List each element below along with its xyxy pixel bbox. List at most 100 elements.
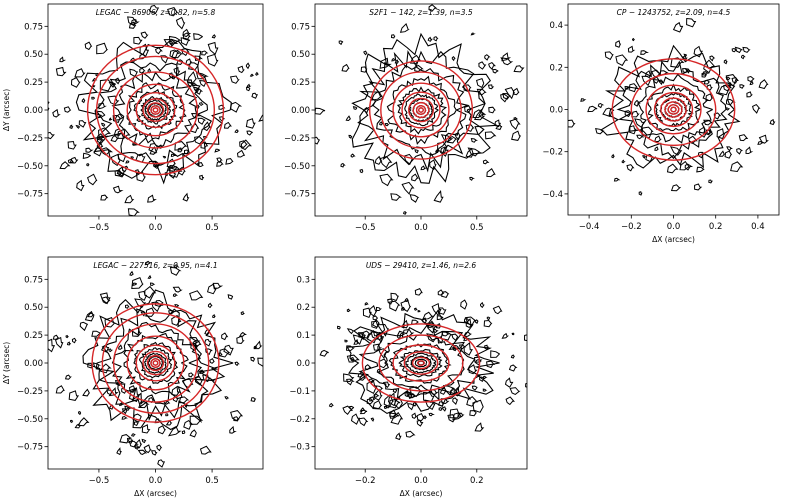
noise-contour [193,33,203,40]
noise-contour [203,121,211,132]
noise-contour [734,46,744,54]
noise-contour [108,81,117,88]
noise-contour [189,415,204,425]
noise-contour [399,22,410,33]
noise-contour [69,124,74,130]
noise-contour [209,358,215,364]
noise-contour [110,153,121,167]
noise-contour [194,136,205,145]
y-tick-label: 0.00 [291,106,310,116]
model-ellipse [415,105,427,115]
noise-contour [138,401,150,409]
noise-contour [315,136,321,145]
noise-contour [359,409,368,415]
noise-contour [747,75,755,83]
y-tick-label: 0.00 [24,106,43,116]
noise-contour [127,208,140,216]
data-contour [126,82,187,140]
x-tick-label: 0.0 [667,222,681,232]
noise-contour [132,282,138,287]
noise-contour [636,134,645,140]
axes-frame [567,3,780,216]
model-ellipse [142,98,169,122]
model-ellipse [630,72,717,147]
noise-contour [189,123,200,134]
noise-contour [463,342,473,356]
noise-contour [428,4,438,12]
data-contour [75,38,232,185]
noise-contour [124,194,135,204]
noise-contour [162,155,167,159]
noise-contour [151,450,158,456]
noise-contour [666,163,679,174]
noise-contour [70,77,81,88]
noise-contour [416,419,424,427]
model-ellipse [408,97,434,123]
noise-contour [404,297,409,303]
model-ellipse [126,83,185,137]
y-tick-label: 0.0 [549,106,563,116]
noise-contour [428,412,435,417]
x-tick-label: −0.2 [621,222,642,232]
noise-contour [370,417,375,422]
noise-contour [452,412,464,421]
noise-contour [525,382,527,388]
noise-contour [757,140,764,145]
noise-contour [305,351,310,356]
model-ellipse [378,334,464,392]
noise-contour [135,169,140,175]
noise-contour [188,372,195,378]
noise-contour [621,159,626,164]
noise-contour [693,45,703,58]
noise-contour [133,421,139,427]
noise-contour [126,437,134,444]
noise-contour [211,34,217,39]
noise-contour [509,387,521,395]
noise-contour [118,172,125,178]
noise-contour [440,134,454,143]
noise-contour [59,161,71,170]
noise-contour [478,61,487,70]
noise-contour [71,337,77,344]
noise-contour [165,413,169,417]
model-ellipse [664,101,683,118]
noise-contour [472,109,487,119]
noise-contour [483,319,493,328]
noise-contour [438,407,443,411]
model-ellipse [112,71,199,149]
data-contour [133,341,179,384]
x-tick-label: 0.0 [149,476,163,486]
noise-contour [726,146,733,152]
noise-contour [69,156,79,164]
noise-contour [414,149,419,154]
noise-contour [195,88,204,95]
x-axis-label: ΔX (arcsec) [134,489,177,498]
data-contour [111,321,203,405]
plot-area [315,4,527,215]
noise-contour [628,83,638,93]
noise-contour [237,65,245,74]
data-contour [396,86,448,135]
noise-contour [147,194,157,203]
noise-contour [686,17,697,28]
noise-contour [66,341,72,346]
noise-contour [369,396,376,402]
noise-contour [508,364,518,372]
model-ellipse [653,91,694,128]
x-tick-label: 0.2 [470,476,484,486]
noise-contour [171,385,181,396]
noise-contour [725,76,731,81]
noise-contour [374,155,383,165]
panel-title: LEGAC − 227516, z=0.95, n=4.1 [93,261,217,270]
noise-contour [169,266,182,276]
noise-contour [84,310,95,322]
noise-contour [340,162,346,168]
noise-contour [204,338,212,347]
noise-contour [128,440,139,448]
plot-area [568,17,776,196]
noise-contour [169,171,177,179]
y-tick-label: 0.75 [24,22,43,32]
noise-contour [84,41,93,51]
noise-contour [400,299,412,312]
noise-contour [182,192,190,202]
